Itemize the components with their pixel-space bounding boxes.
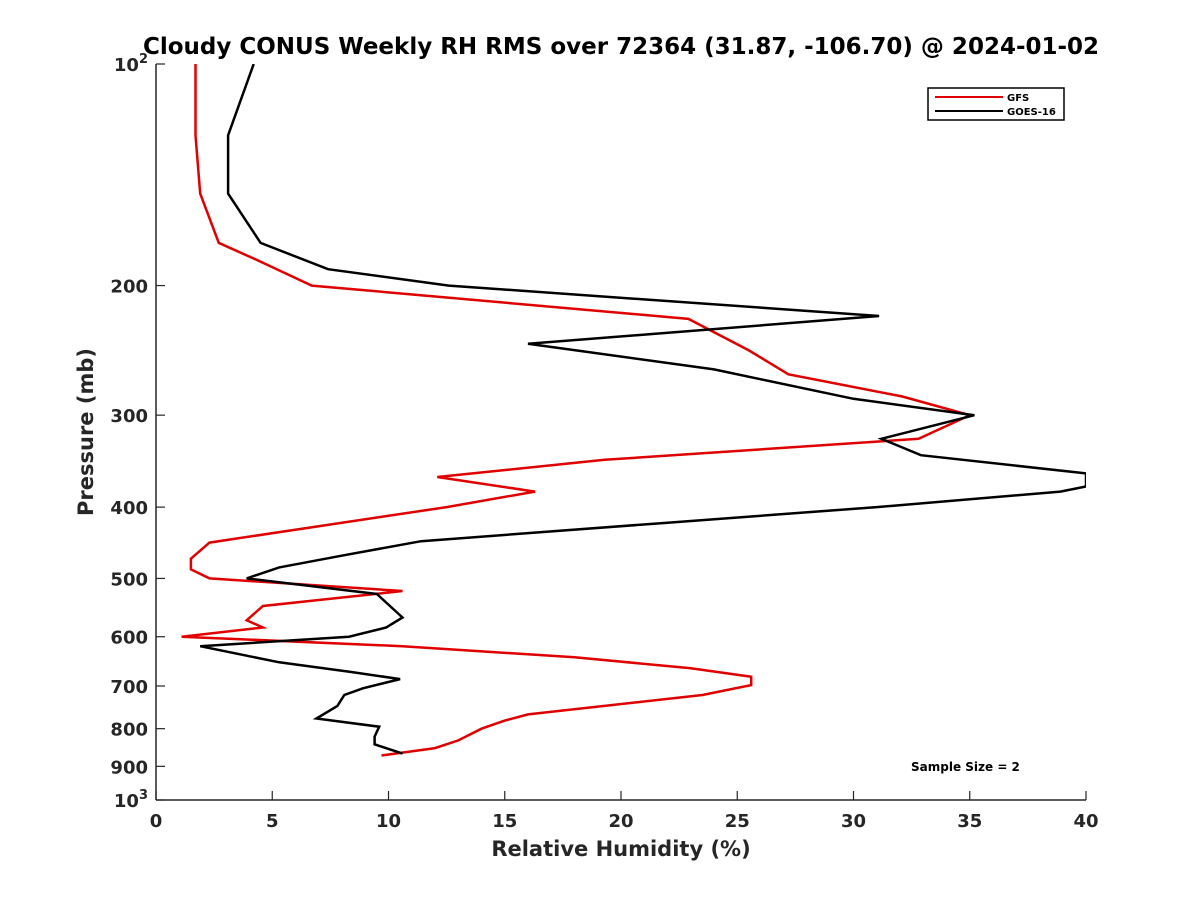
y-tick-label: 400: [110, 498, 148, 519]
legend: GFS GOES-16: [927, 87, 1065, 121]
legend-label-goes16: GOES-16: [1007, 107, 1056, 118]
y-tick-label: 500: [110, 569, 148, 590]
x-axis-label: Relative Humidity (%): [491, 837, 750, 861]
series-line-gfs: [181, 64, 974, 757]
y-tick-label: 200: [110, 277, 148, 298]
x-tick-label: 40: [1073, 811, 1098, 832]
x-tick-label: 15: [492, 811, 517, 832]
y-tick-label: 800: [110, 720, 148, 741]
y-tick-label: 700: [110, 677, 148, 698]
x-tick-label: 35: [957, 811, 982, 832]
x-tick-label: 30: [841, 811, 866, 832]
plot-area: 0 5 10 15 20 25 30 35 40 102 200 300 400 500 600 700 800…: [110, 52, 1098, 832]
y-axis-label: Pressure (mb): [74, 348, 98, 516]
series-line-goes16: [199, 64, 1086, 755]
y-tick-label: 900: [110, 757, 148, 778]
x-tick-label: 10: [376, 811, 401, 832]
y-tick-label: 102: [114, 52, 148, 76]
y-tick-label: 103: [114, 788, 148, 812]
chart-title: Cloudy CONUS Weekly RH RMS over 72364 (3…: [143, 34, 1099, 60]
x-tick-label: 5: [266, 811, 279, 832]
x-tick-label: 0: [150, 811, 163, 832]
legend-box: [927, 87, 1065, 121]
x-tick-label: 20: [608, 811, 633, 832]
y-tick-label: 300: [110, 406, 148, 427]
y-tick-label: 600: [110, 628, 148, 649]
legend-label-gfs: GFS: [1007, 93, 1029, 104]
sample-size-annotation: Sample Size = 2: [911, 760, 1020, 774]
x-tick-label: 25: [725, 811, 750, 832]
